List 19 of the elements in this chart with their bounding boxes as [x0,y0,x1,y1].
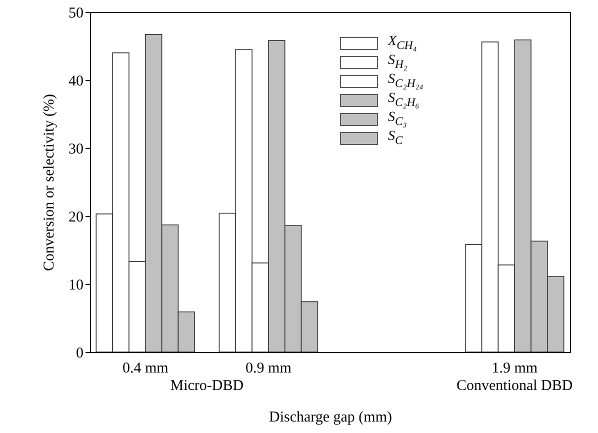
y-tick-label: 40 [68,74,84,90]
y-tick-label: 30 [68,142,84,158]
y-tick-label: 0 [76,346,84,362]
y-tick-label: 50 [68,6,84,22]
legend-label: S$_{C}$ [388,128,403,149]
legend-label: X$_{CH₄}$ [388,33,417,54]
x-axis-title: Discharge gap (mm) [268,410,392,426]
y-axis-title: Conversion or selectivity (%) [42,94,58,272]
legend-label: S$_{C₂H₆}$ [388,90,420,111]
text: Conventional DBD [456,378,573,395]
y-tick-label: 10 [68,278,84,294]
x-tick-label: 0.4 mm [122,360,169,376]
y-tick-label: 20 [68,210,84,226]
legend-label: S$_{H₂}$ [388,52,408,73]
x-tick-label: 0.9 mm [246,360,292,376]
text: Micro-DBD [170,378,244,395]
x-tick-label: 1.9 mm [492,360,538,376]
legend-label: S$_{C₂H₂₄}$ [388,71,424,92]
legend-label: S$_{C₃}$ [388,109,407,130]
